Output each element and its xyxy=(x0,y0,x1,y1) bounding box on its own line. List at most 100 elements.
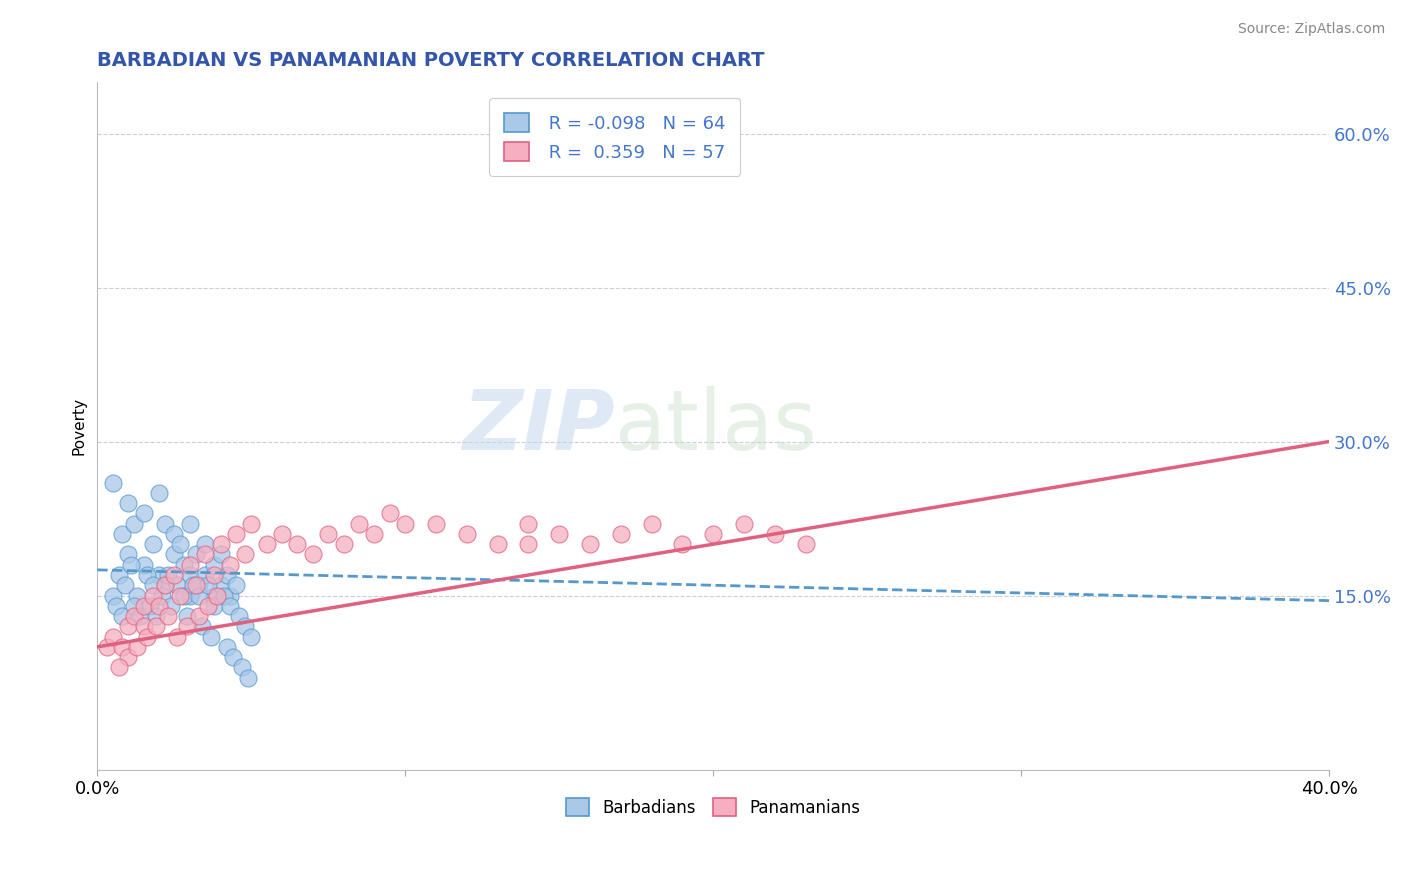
Point xyxy=(179,589,201,603)
Point xyxy=(218,558,240,572)
Point xyxy=(197,599,219,613)
Point xyxy=(148,568,170,582)
Point xyxy=(138,599,160,613)
Point xyxy=(209,578,232,592)
Point xyxy=(132,507,155,521)
Point xyxy=(132,558,155,572)
Point xyxy=(202,589,225,603)
Point xyxy=(127,640,149,654)
Point xyxy=(702,527,724,541)
Y-axis label: Poverty: Poverty xyxy=(72,397,86,455)
Point xyxy=(101,475,124,490)
Point xyxy=(188,609,211,624)
Point xyxy=(425,516,447,531)
Point xyxy=(179,558,201,572)
Point xyxy=(517,516,540,531)
Point xyxy=(163,548,186,562)
Point xyxy=(191,619,214,633)
Point xyxy=(225,578,247,592)
Point xyxy=(117,650,139,665)
Point xyxy=(231,660,253,674)
Point xyxy=(157,568,180,582)
Point xyxy=(184,548,207,562)
Point xyxy=(256,537,278,551)
Point xyxy=(135,568,157,582)
Point xyxy=(142,578,165,592)
Point xyxy=(132,599,155,613)
Point xyxy=(218,599,240,613)
Point xyxy=(117,496,139,510)
Point xyxy=(117,619,139,633)
Point xyxy=(153,578,176,592)
Point xyxy=(794,537,817,551)
Point xyxy=(124,609,146,624)
Point xyxy=(173,558,195,572)
Point xyxy=(148,486,170,500)
Text: ZIP: ZIP xyxy=(463,385,614,467)
Point xyxy=(271,527,294,541)
Point xyxy=(111,640,134,654)
Point xyxy=(733,516,755,531)
Point xyxy=(194,548,217,562)
Point xyxy=(207,589,229,603)
Point xyxy=(124,516,146,531)
Point xyxy=(197,578,219,592)
Point xyxy=(517,537,540,551)
Point xyxy=(640,516,662,531)
Point xyxy=(157,609,180,624)
Point xyxy=(160,599,183,613)
Point xyxy=(200,630,222,644)
Point xyxy=(142,537,165,551)
Point xyxy=(101,589,124,603)
Point xyxy=(181,578,204,592)
Point xyxy=(173,589,195,603)
Point xyxy=(316,527,339,541)
Point xyxy=(188,589,211,603)
Point xyxy=(225,527,247,541)
Point xyxy=(153,578,176,592)
Point xyxy=(222,650,245,665)
Point xyxy=(176,609,198,624)
Point xyxy=(194,537,217,551)
Point xyxy=(215,640,238,654)
Point xyxy=(228,609,250,624)
Point xyxy=(332,537,354,551)
Point xyxy=(202,568,225,582)
Point xyxy=(240,516,263,531)
Point xyxy=(142,589,165,603)
Point xyxy=(202,558,225,572)
Point xyxy=(108,660,131,674)
Point xyxy=(194,568,217,582)
Point xyxy=(610,527,633,541)
Point xyxy=(233,619,256,633)
Point xyxy=(166,630,188,644)
Point xyxy=(212,589,235,603)
Point xyxy=(111,609,134,624)
Point xyxy=(163,568,186,582)
Point xyxy=(179,516,201,531)
Point xyxy=(548,527,571,541)
Point xyxy=(114,578,136,592)
Point xyxy=(238,671,260,685)
Point xyxy=(209,537,232,551)
Point xyxy=(132,619,155,633)
Point xyxy=(117,548,139,562)
Point xyxy=(456,527,478,541)
Point xyxy=(240,630,263,644)
Point xyxy=(169,537,191,551)
Point xyxy=(378,507,401,521)
Text: Source: ZipAtlas.com: Source: ZipAtlas.com xyxy=(1237,22,1385,37)
Point xyxy=(176,619,198,633)
Point xyxy=(188,578,211,592)
Point xyxy=(163,527,186,541)
Point xyxy=(579,537,602,551)
Point xyxy=(150,589,173,603)
Point xyxy=(166,578,188,592)
Text: atlas: atlas xyxy=(614,385,817,467)
Point xyxy=(209,548,232,562)
Point xyxy=(148,599,170,613)
Point xyxy=(179,568,201,582)
Point xyxy=(218,589,240,603)
Point xyxy=(101,630,124,644)
Point xyxy=(127,589,149,603)
